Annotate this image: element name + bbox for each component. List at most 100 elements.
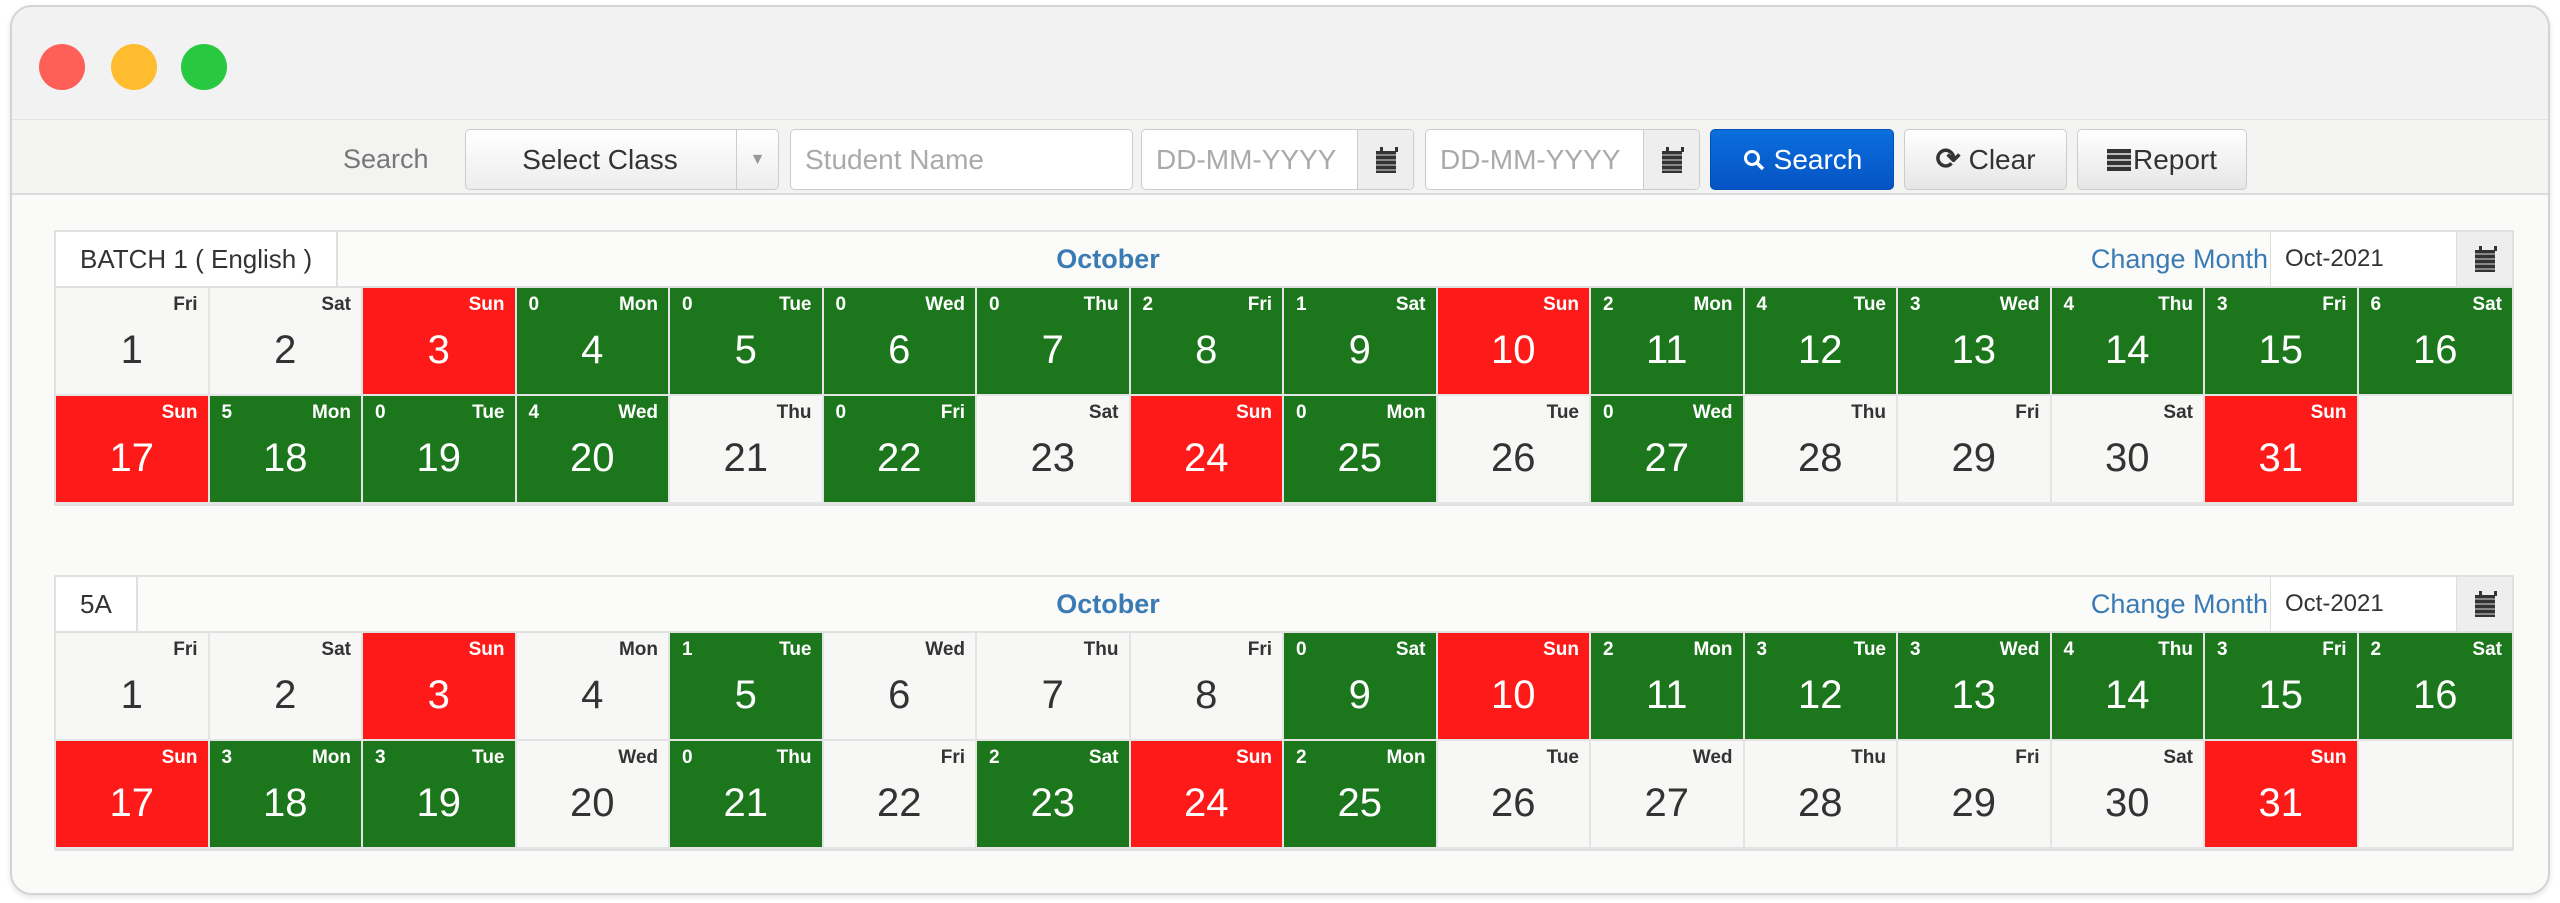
attendance-count: 4 [528, 402, 540, 423]
day-cell[interactable]: Fri 8 [1130, 633, 1284, 741]
day-cell[interactable]: Fri 1 [56, 633, 210, 741]
month-input[interactable]: Oct-2021 [2270, 232, 2456, 286]
day-cell[interactable]: Tue 26 [1437, 396, 1591, 504]
month-picker-button[interactable] [2456, 577, 2512, 631]
day-cell[interactable]: Sun 3 [363, 288, 517, 396]
student-name-input[interactable]: Student Name [790, 129, 1133, 190]
day-cell[interactable]: Wed 27 [1591, 741, 1745, 849]
calendar-header: 5A October Change Month Oct-2021 [56, 577, 2512, 633]
day-cell[interactable]: Sun 17 [56, 741, 210, 849]
day-cell[interactable]: 0 Mon 25 [1284, 396, 1438, 504]
day-cell[interactable]: 0 Tue 19 [363, 396, 517, 504]
day-cell[interactable]: 4 Wed 20 [516, 396, 670, 504]
day-cell[interactable]: Sun 17 [56, 396, 210, 504]
weekday-label: Mon [1386, 402, 1426, 423]
attendance-count: 1 [682, 639, 693, 660]
close-window-button[interactable] [39, 44, 85, 90]
day-cell[interactable]: 4 Tue 12 [1744, 288, 1898, 396]
clear-button[interactable]: ⟳ Clear [1904, 129, 2067, 190]
day-cell[interactable]: Tue 26 [1437, 741, 1591, 849]
day-cell[interactable]: Sun 31 [2205, 741, 2359, 849]
day-cell[interactable]: 4 Thu 14 [2051, 633, 2205, 741]
month-picker-button[interactable] [2456, 232, 2512, 286]
weekday-label: Sat [1395, 639, 1426, 660]
day-cell[interactable]: Fri 1 [56, 288, 210, 396]
day-cell[interactable]: 0 Wed 6 [823, 288, 977, 396]
day-cell[interactable]: Sat 30 [2051, 741, 2205, 849]
change-month-link[interactable]: Change Month [2090, 589, 2268, 619]
change-month-link[interactable]: Change Month [2090, 244, 2268, 274]
day-cell[interactable]: 0 Thu 21 [670, 741, 824, 849]
minimize-window-button[interactable] [111, 44, 157, 90]
day-cell[interactable]: 2 Mon 25 [1284, 741, 1438, 849]
search-toolbar: Search Select Class ▼ Student Name DD-MM… [12, 119, 2548, 195]
day-number: 13 [1951, 328, 1997, 372]
from-date-input[interactable]: DD-MM-YYYY [1141, 129, 1414, 190]
day-number: 18 [263, 436, 308, 480]
day-cell[interactable]: 4 Thu 14 [2051, 288, 2205, 396]
maximize-window-button[interactable] [181, 44, 227, 90]
day-number: 9 [1348, 328, 1371, 372]
month-input[interactable]: Oct-2021 [2270, 577, 2456, 631]
day-cell[interactable]: Thu 28 [1744, 396, 1898, 504]
day-cell[interactable]: 0 Sat 9 [1284, 633, 1438, 741]
report-button[interactable]: Report [2077, 129, 2247, 190]
attendance-count: 0 [528, 294, 540, 315]
day-cell[interactable]: 0 Wed 27 [1591, 396, 1745, 504]
weekday-label: Fri [1247, 294, 1272, 315]
day-number: 18 [263, 781, 308, 825]
day-cell[interactable]: 6 Sat 16 [2358, 288, 2512, 396]
day-cell[interactable]: 1 Sat 9 [1284, 288, 1438, 396]
attendance-count: 0 [375, 402, 386, 423]
search-button[interactable]: Search [1710, 129, 1894, 190]
day-cell[interactable]: 2 Mon 11 [1591, 288, 1745, 396]
day-number: 2 [274, 328, 297, 372]
day-cell[interactable]: 1 Tue 5 [670, 633, 824, 741]
day-cell[interactable]: Thu 7 [977, 633, 1131, 741]
day-cell[interactable]: 3 Mon 18 [209, 741, 363, 849]
day-cell[interactable]: 3 Wed 13 [1898, 288, 2052, 396]
weekday-label: Wed [925, 294, 965, 315]
weekday-label: Sun [1236, 747, 1272, 768]
day-cell[interactable]: Sat 2 [209, 288, 363, 396]
class-select[interactable]: Select Class ▼ [465, 129, 779, 190]
from-date-calendar-button[interactable] [1357, 130, 1413, 189]
day-cell[interactable]: Sun 24 [1130, 396, 1284, 504]
day-cell[interactable]: Sat 2 [209, 633, 363, 741]
day-cell[interactable]: 3 Fri 15 [2205, 288, 2359, 396]
weekday-label: Sun [1543, 639, 1579, 660]
day-cell[interactable]: 3 Wed 13 [1898, 633, 2052, 741]
day-cell[interactable]: Fri 29 [1898, 741, 2052, 849]
day-cell[interactable]: Sun 10 [1437, 633, 1591, 741]
day-cell[interactable]: Sun 31 [2205, 396, 2359, 504]
day-cell[interactable]: Fri 22 [823, 741, 977, 849]
to-date-input[interactable]: DD-MM-YYYY [1425, 129, 1700, 190]
day-cell[interactable]: Wed 6 [823, 633, 977, 741]
day-cell[interactable]: 2 Sat 16 [2358, 633, 2512, 741]
day-cell[interactable]: 5 Mon 18 [209, 396, 363, 504]
to-date-calendar-button[interactable] [1643, 130, 1699, 189]
day-cell[interactable]: 2 Sat 23 [977, 741, 1131, 849]
day-cell[interactable]: 3 Fri 15 [2205, 633, 2359, 741]
day-number: 9 [1348, 673, 1371, 717]
day-cell[interactable]: Sun 3 [363, 633, 517, 741]
day-cell[interactable]: 0 Tue 5 [670, 288, 824, 396]
day-number: 6 [888, 328, 911, 372]
day-cell[interactable]: Thu 28 [1744, 741, 1898, 849]
day-cell[interactable]: 0 Mon 4 [516, 288, 670, 396]
day-cell[interactable]: Thu 21 [670, 396, 824, 504]
day-cell[interactable]: Wed 20 [516, 741, 670, 849]
day-cell[interactable]: 3 Tue 12 [1744, 633, 1898, 741]
day-cell[interactable]: 2 Fri 8 [1130, 288, 1284, 396]
day-cell[interactable]: 0 Fri 22 [823, 396, 977, 504]
day-cell[interactable]: Sun 24 [1130, 741, 1284, 849]
day-cell[interactable]: Mon 4 [516, 633, 670, 741]
day-cell[interactable]: Sat 23 [977, 396, 1131, 504]
day-cell[interactable]: 2 Mon 11 [1591, 633, 1745, 741]
day-cell[interactable]: 3 Tue 19 [363, 741, 517, 849]
day-cell[interactable]: Sat 30 [2051, 396, 2205, 504]
day-number: 21 [723, 781, 769, 825]
day-cell[interactable]: 0 Thu 7 [977, 288, 1131, 396]
day-cell[interactable]: Fri 29 [1898, 396, 2052, 504]
day-cell[interactable]: Sun 10 [1437, 288, 1591, 396]
